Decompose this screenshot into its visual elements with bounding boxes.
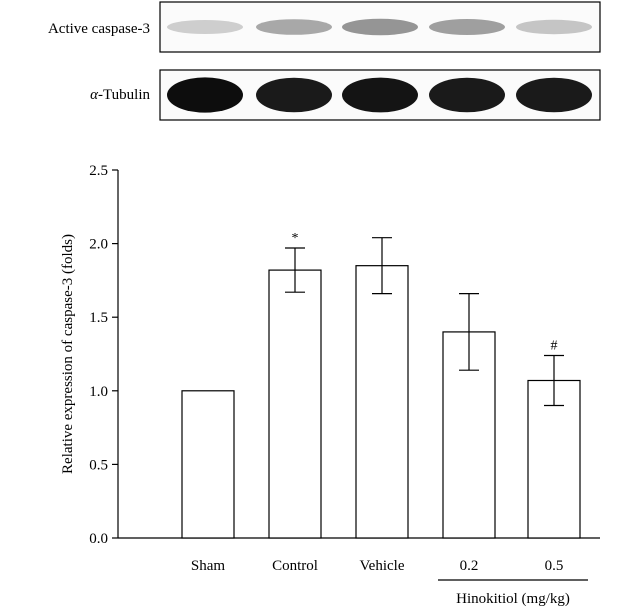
blot-band	[429, 77, 505, 113]
error-bars	[285, 237, 564, 407]
y-tick-label: 0.0	[89, 531, 108, 547]
y-tick-label: 0.5	[89, 457, 108, 473]
western-blot: Active caspase-3 α-Tubulin	[48, 1, 601, 121]
bar-chart: 0.00.51.01.52.02.5 *# Sham Control Vehicle…	[60, 163, 600, 607]
blot-band	[256, 19, 332, 35]
blot-band	[516, 77, 592, 113]
bar	[355, 265, 409, 539]
blot-band	[167, 77, 243, 113]
blot-label-tubulin-symbol: α	[90, 87, 99, 103]
significance-marks: *#	[292, 231, 558, 353]
blot-band	[516, 19, 592, 35]
y-ticks: 0.0 0.5 1.0 1.5 2.0 2.5	[89, 163, 118, 547]
category-labels: Sham Control Vehicle 0.2 0.5	[191, 558, 563, 574]
blot-band	[342, 77, 418, 113]
blot-bands-tubulin	[167, 77, 592, 113]
blot-band	[342, 18, 418, 36]
blot-band	[429, 19, 505, 35]
significance-mark: *	[292, 231, 299, 246]
blot-bands-caspase3	[167, 18, 592, 36]
blot-label-tubulin: α-Tubulin	[90, 87, 150, 103]
category-label: 0.5	[545, 558, 564, 574]
category-label: Control	[272, 558, 318, 574]
blot-band	[256, 77, 332, 113]
category-label: Sham	[191, 558, 226, 574]
category-label: 0.2	[460, 558, 479, 574]
category-label: Vehicle	[360, 558, 405, 574]
bar	[268, 269, 322, 539]
group-label: Hinokitiol (mg/kg)	[456, 591, 570, 607]
y-tick-label: 2.5	[89, 163, 108, 179]
bar	[181, 390, 235, 539]
blot-label-caspase3: Active caspase-3	[48, 21, 150, 37]
bars	[181, 265, 581, 539]
significance-mark: #	[551, 338, 558, 353]
y-tick-label: 1.0	[89, 384, 108, 400]
y-tick-label: 1.5	[89, 310, 108, 326]
y-axis-title: Relative expression of caspase-3 (folds)	[60, 234, 76, 474]
y-tick-label: 2.0	[89, 237, 108, 253]
blot-band	[167, 20, 243, 34]
blot-label-tubulin-rest: -Tubulin	[98, 87, 150, 103]
